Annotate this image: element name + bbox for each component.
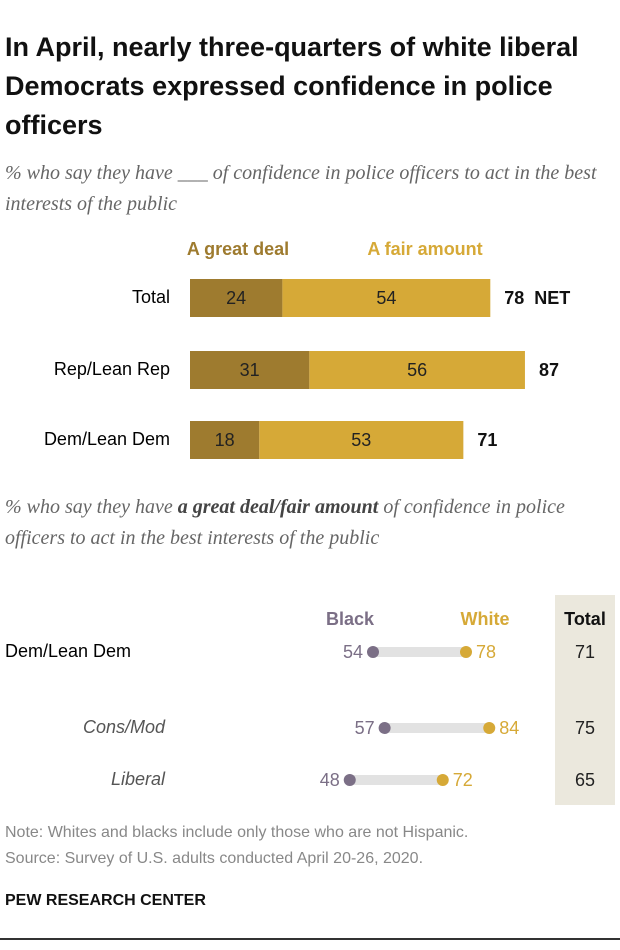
legend-label: White [461,609,510,629]
dot [367,646,379,658]
legend-label: A fair amount [367,239,482,259]
subtitle-part: a great deal/fair amount [177,496,379,518]
value-label: 72 [453,770,473,790]
value-label: 84 [499,718,519,738]
net-label: 71 [477,430,497,450]
category-label: Cons/Mod [83,717,166,737]
total-value: 71 [575,642,595,662]
net-text: NET [534,288,570,308]
category-label: Rep/Lean Rep [54,359,170,379]
dot [378,722,391,734]
value-label: 56 [407,360,427,380]
total-value: 65 [575,770,595,790]
category-label: Total [132,287,170,307]
category-label: Liberal [111,769,166,789]
value-label: 31 [240,360,260,380]
net-label: 87 [539,360,559,380]
category-label: Dem/Lean Dem [5,641,131,661]
subtitle: % who say they have a great deal/fair am… [5,492,605,554]
total-column [555,595,615,805]
title: In April, nearly three-quarters of white… [5,32,579,140]
source: Source: Survey of U.S. adults conducted … [5,850,424,867]
dot [460,646,472,658]
category-label: Dem/Lean Dem [44,429,170,449]
chart-dots: Total Black White Dem/Lean Dem 54 78 71 Cons/Mo… [5,595,615,805]
net-label: 78 [504,288,524,308]
legend-label: Black [326,609,375,629]
value-label: 24 [226,288,246,308]
value-label: 57 [355,718,375,738]
subtitle: % who say they have ___ of confidence in… [5,162,597,215]
subtitle-part: of confidence in police officers to act … [5,496,565,549]
bar [309,351,525,389]
note: Note: Whites and blacks include only tho… [5,824,469,841]
bar [259,421,464,459]
legend-label: A great deal [187,239,289,259]
brand: PEW RESEARCH CENTER [5,892,206,909]
bar [190,351,310,389]
total-header: Total [564,609,606,629]
bar [190,421,260,459]
value-label: 78 [476,642,496,662]
dot [436,774,449,786]
value-label: 54 [376,288,396,308]
rule [0,938,620,940]
value-label: 48 [320,770,340,790]
value-label: 53 [351,430,371,450]
chart-bars: A great deal A fair amount Total 24 54 78 NET R… [44,239,570,459]
value-label: 54 [343,642,363,662]
bar [282,279,491,317]
dot [483,722,496,734]
dot [343,774,356,786]
total-value: 75 [575,718,595,738]
bar [190,279,283,317]
value-label: 18 [215,430,235,450]
subtitle-part: % who say they have [5,496,178,518]
